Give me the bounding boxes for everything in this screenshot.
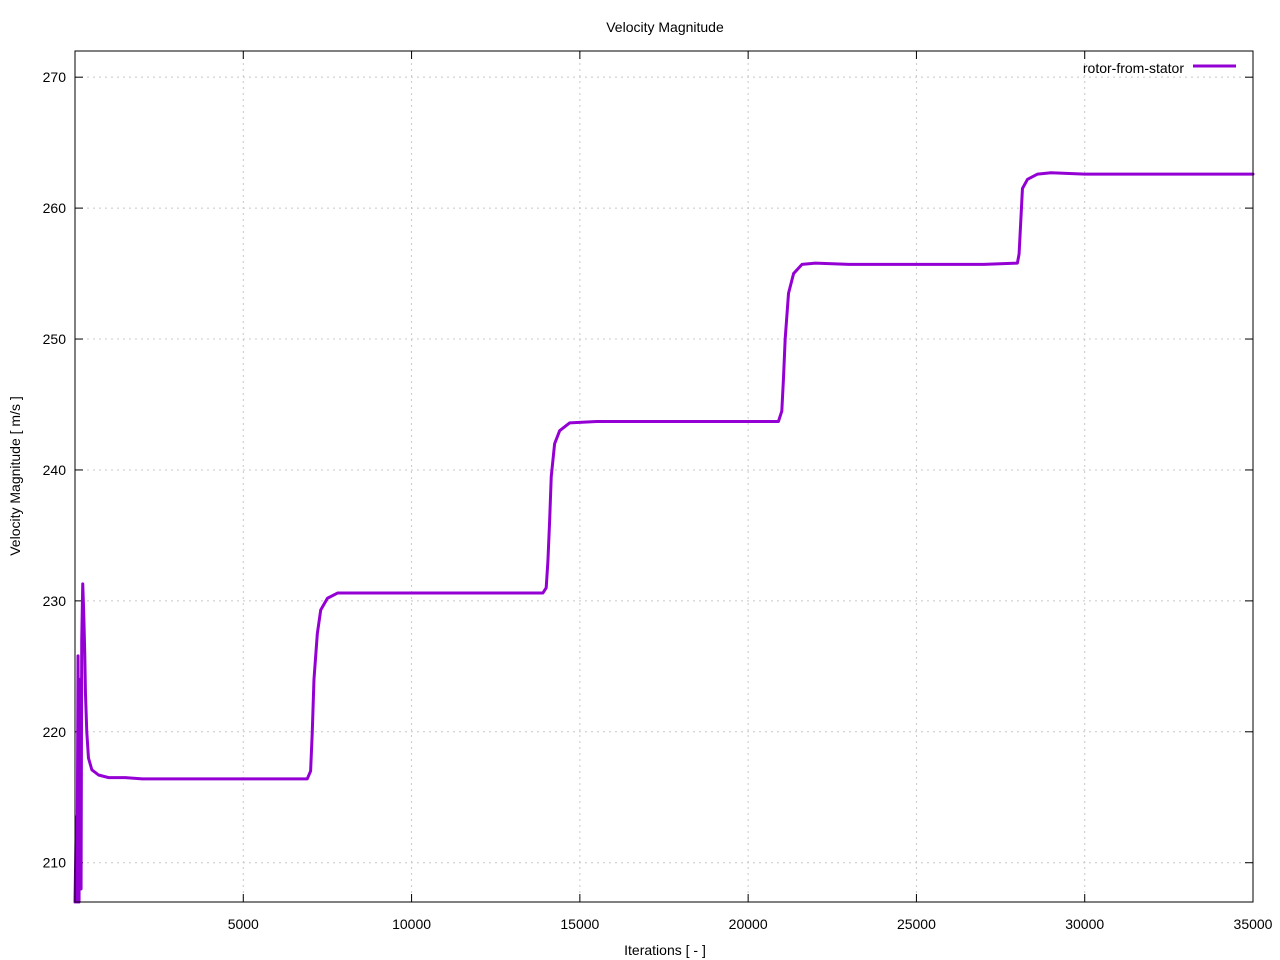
series-layer [73,171,1255,904]
x-tick-label-10000: 10000 [392,916,431,932]
y-tick-label-240: 240 [43,462,67,478]
y-axis-label: Velocity Magnitude [ m/s ] [7,396,23,556]
x-tick-label-35000: 35000 [1234,916,1273,932]
x-tick-label-15000: 15000 [560,916,599,932]
y-tick-label-230: 230 [43,593,67,609]
x-tick-label-30000: 30000 [1065,916,1104,932]
y-tick-label-270: 270 [43,69,67,85]
grid-layer [75,51,1253,902]
series-line-rotor-from-stator [73,171,1255,904]
x-tick-label-20000: 20000 [729,916,768,932]
y-tick-label-260: 260 [43,200,67,216]
y-tick-label-250: 250 [43,331,67,347]
y-tick-label-210: 210 [43,855,67,871]
tick-labels: 5000 10000 15000 20000 25000 30000 35000 210 220… [43,69,1273,932]
x-tick-label-5000: 5000 [228,916,259,932]
chart-title: Velocity Magnitude [606,19,724,35]
plot-frame [74,50,1254,903]
y-tick-label-220: 220 [43,724,67,740]
x-tick-label-25000: 25000 [897,916,936,932]
x-axis-label: Iterations [ - ] [624,942,706,958]
legend: rotor-from-stator [1083,60,1236,76]
tick-marks [75,51,1254,902]
legend-label-rotor-from-stator: rotor-from-stator [1083,60,1184,76]
